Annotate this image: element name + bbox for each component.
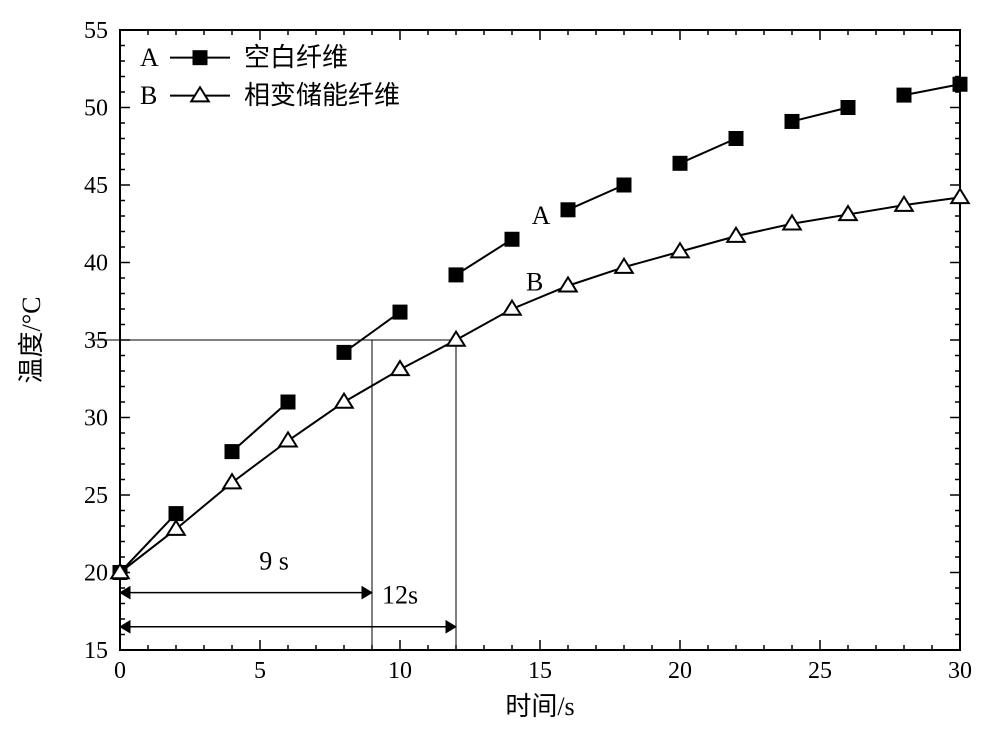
y-axis-label: 温度/°C bbox=[17, 297, 46, 384]
marker-square bbox=[281, 395, 295, 409]
marker-square bbox=[393, 305, 407, 319]
dimension-arrow: 9 s bbox=[120, 546, 372, 598]
y-tick-label: 30 bbox=[84, 406, 108, 432]
dimension-label: 9 s bbox=[259, 546, 289, 575]
y-tick-label: 25 bbox=[84, 483, 108, 509]
marker-triangle bbox=[191, 87, 209, 101]
series-A: A bbox=[113, 77, 967, 579]
marker-square bbox=[169, 507, 183, 521]
legend-prefix: B bbox=[140, 81, 157, 110]
x-tick-label: 30 bbox=[948, 658, 972, 684]
chart-container: 0 5 10 15 20 25 30 15 20 25 30 35 40 45 50 55 时间/s 温度/°C 9… bbox=[0, 0, 1000, 740]
marker-square bbox=[617, 178, 631, 192]
series-line bbox=[120, 197, 960, 572]
legend-label: 空白纤维 bbox=[244, 43, 348, 72]
marker-square bbox=[673, 156, 687, 170]
legend-prefix: A bbox=[140, 43, 159, 72]
marker-square bbox=[953, 77, 967, 91]
marker-square bbox=[561, 203, 575, 217]
marker-triangle bbox=[951, 189, 969, 203]
x-tick-label: 0 bbox=[114, 658, 126, 684]
marker-square bbox=[193, 51, 207, 65]
marker-triangle bbox=[447, 332, 465, 346]
marker-square bbox=[897, 88, 911, 102]
y-tick-label: 50 bbox=[84, 96, 108, 122]
legend: A 空白纤维 B 相变储能纤维 bbox=[140, 43, 400, 110]
marker-triangle bbox=[335, 394, 353, 408]
y-tick-label: 55 bbox=[84, 18, 108, 44]
y-tick-label: 45 bbox=[84, 173, 108, 199]
marker-square bbox=[785, 114, 799, 128]
marker-triangle bbox=[223, 474, 241, 488]
x-tick-label: 25 bbox=[808, 658, 832, 684]
series-segment bbox=[568, 185, 624, 210]
x-tick-label: 20 bbox=[668, 658, 692, 684]
series-annotation: A bbox=[532, 201, 551, 230]
x-tick-label: 10 bbox=[388, 658, 412, 684]
marker-square bbox=[505, 232, 519, 246]
dimension-label: 12s bbox=[382, 581, 418, 610]
series-B: B bbox=[111, 189, 969, 578]
marker-square bbox=[337, 345, 351, 359]
series-segment bbox=[680, 139, 736, 164]
x-axis-label: 时间/s bbox=[505, 692, 574, 721]
series-segment bbox=[456, 239, 512, 275]
y-tick-label: 20 bbox=[84, 561, 108, 587]
series-segment bbox=[904, 84, 960, 95]
x-tick-label: 15 bbox=[528, 658, 552, 684]
chart-svg: 0 5 10 15 20 25 30 15 20 25 30 35 40 45 50 55 时间/s 温度/°C 9… bbox=[0, 0, 1000, 740]
series-segment bbox=[120, 514, 176, 573]
marker-square bbox=[225, 445, 239, 459]
marker-square bbox=[449, 268, 463, 282]
marker-square bbox=[729, 132, 743, 146]
series-segment bbox=[792, 108, 848, 122]
marker-triangle bbox=[391, 361, 409, 375]
marker-triangle bbox=[279, 432, 297, 446]
marker-square bbox=[841, 101, 855, 115]
marker-triangle bbox=[503, 301, 521, 315]
dimension-arrow: 12s bbox=[120, 581, 456, 633]
series-annotation: B bbox=[526, 267, 543, 296]
legend-label: 相变储能纤维 bbox=[244, 81, 400, 110]
y-tick-label: 40 bbox=[84, 251, 108, 277]
y-tick-label: 15 bbox=[84, 638, 108, 664]
y-tick-label: 35 bbox=[84, 328, 108, 354]
x-tick-label: 5 bbox=[254, 658, 266, 684]
